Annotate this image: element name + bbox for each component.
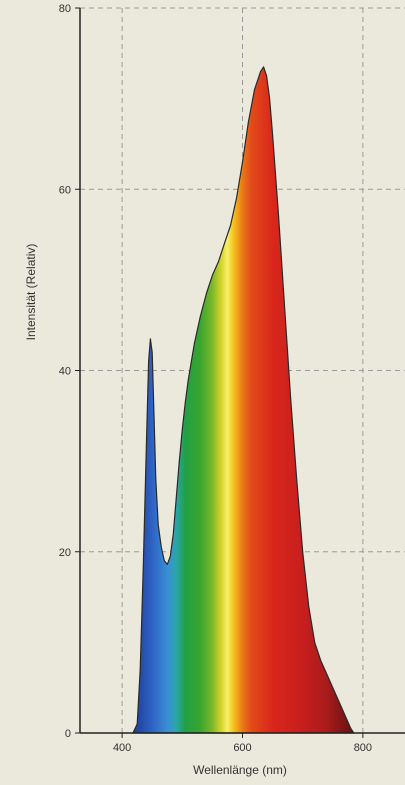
- tick-labels: 0 20 40 60 80 400 600 800: [59, 3, 372, 754]
- spectrum-series-area: [132, 66, 355, 734]
- x-tick-label: 600: [233, 742, 251, 754]
- y-tick-label: 40: [59, 366, 71, 378]
- x-tick-label: 400: [113, 742, 131, 754]
- y-tick-label: 80: [59, 3, 71, 15]
- y-tick-label: 20: [59, 547, 71, 559]
- y-axis-label: Intensität (Relativ): [24, 244, 38, 341]
- x-tick-label: 800: [354, 742, 372, 754]
- x-axis-label: Wellenlänge (nm): [193, 763, 287, 777]
- y-tick-label: 60: [59, 184, 71, 196]
- y-tick-label: 0: [65, 728, 71, 740]
- spectrum-area: [132, 66, 355, 734]
